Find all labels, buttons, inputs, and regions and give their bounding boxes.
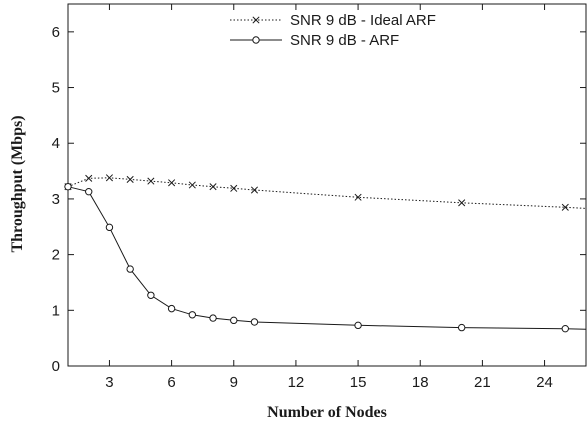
data-point bbox=[561, 324, 569, 333]
data-point bbox=[250, 186, 259, 194]
y-tick-label: 0 bbox=[52, 358, 60, 375]
data-point bbox=[561, 203, 569, 211]
series-line bbox=[67, 177, 587, 209]
y-tick-label: 5 bbox=[52, 80, 60, 97]
legend-label: SNR 9 dB - Ideal ARF bbox=[290, 12, 436, 29]
data-point bbox=[457, 323, 466, 332]
series-2 bbox=[64, 182, 587, 333]
data-point bbox=[105, 174, 113, 182]
data-point bbox=[147, 177, 155, 185]
data-point bbox=[188, 311, 197, 319]
legend-marker bbox=[252, 36, 260, 44]
data-point bbox=[105, 223, 114, 232]
x-tick-label: 12 bbox=[288, 374, 305, 391]
x-axis-title: Number of Nodes bbox=[267, 404, 387, 421]
legend: SNR 9 dB - Ideal ARF SNR 9 dB - ARF bbox=[230, 12, 436, 49]
x-tick-label: 9 bbox=[230, 374, 238, 391]
y-axis-title: Throughput (Mbps) bbox=[9, 115, 26, 252]
data-point bbox=[250, 318, 259, 326]
data-point bbox=[230, 184, 238, 192]
y-tick-label: 6 bbox=[52, 24, 60, 41]
data-point bbox=[188, 181, 196, 189]
data-point bbox=[85, 174, 93, 182]
data-point bbox=[147, 291, 155, 299]
y-tick-label: 4 bbox=[52, 135, 60, 152]
legend-marker bbox=[252, 16, 260, 24]
x-tick-label: 15 bbox=[350, 374, 367, 391]
data-point bbox=[209, 183, 217, 191]
x-tick-label: 21 bbox=[474, 374, 491, 391]
x-tick-label: 18 bbox=[412, 374, 429, 391]
data-point bbox=[458, 199, 466, 207]
data-point bbox=[209, 314, 217, 322]
series-layer bbox=[64, 174, 587, 333]
data-point bbox=[64, 182, 72, 191]
series-line bbox=[67, 186, 587, 330]
data-point bbox=[354, 321, 362, 330]
legend-label: SNR 9 dB - ARF bbox=[290, 32, 399, 49]
x-tick-label: 6 bbox=[167, 374, 175, 391]
data-point bbox=[167, 304, 176, 313]
data-point bbox=[354, 193, 362, 201]
data-point bbox=[85, 187, 93, 196]
series-1 bbox=[64, 174, 587, 211]
y-tick-label: 2 bbox=[52, 247, 60, 264]
data-point bbox=[168, 179, 176, 187]
data-point bbox=[230, 316, 238, 325]
data-point bbox=[126, 265, 134, 273]
y-tick-label: 3 bbox=[52, 191, 60, 208]
data-point bbox=[126, 175, 134, 183]
x-tick-label: 24 bbox=[536, 374, 553, 391]
x-tick-label: 3 bbox=[105, 374, 113, 391]
plot-frame bbox=[67, 3, 587, 367]
y-tick-label: 1 bbox=[52, 302, 60, 319]
